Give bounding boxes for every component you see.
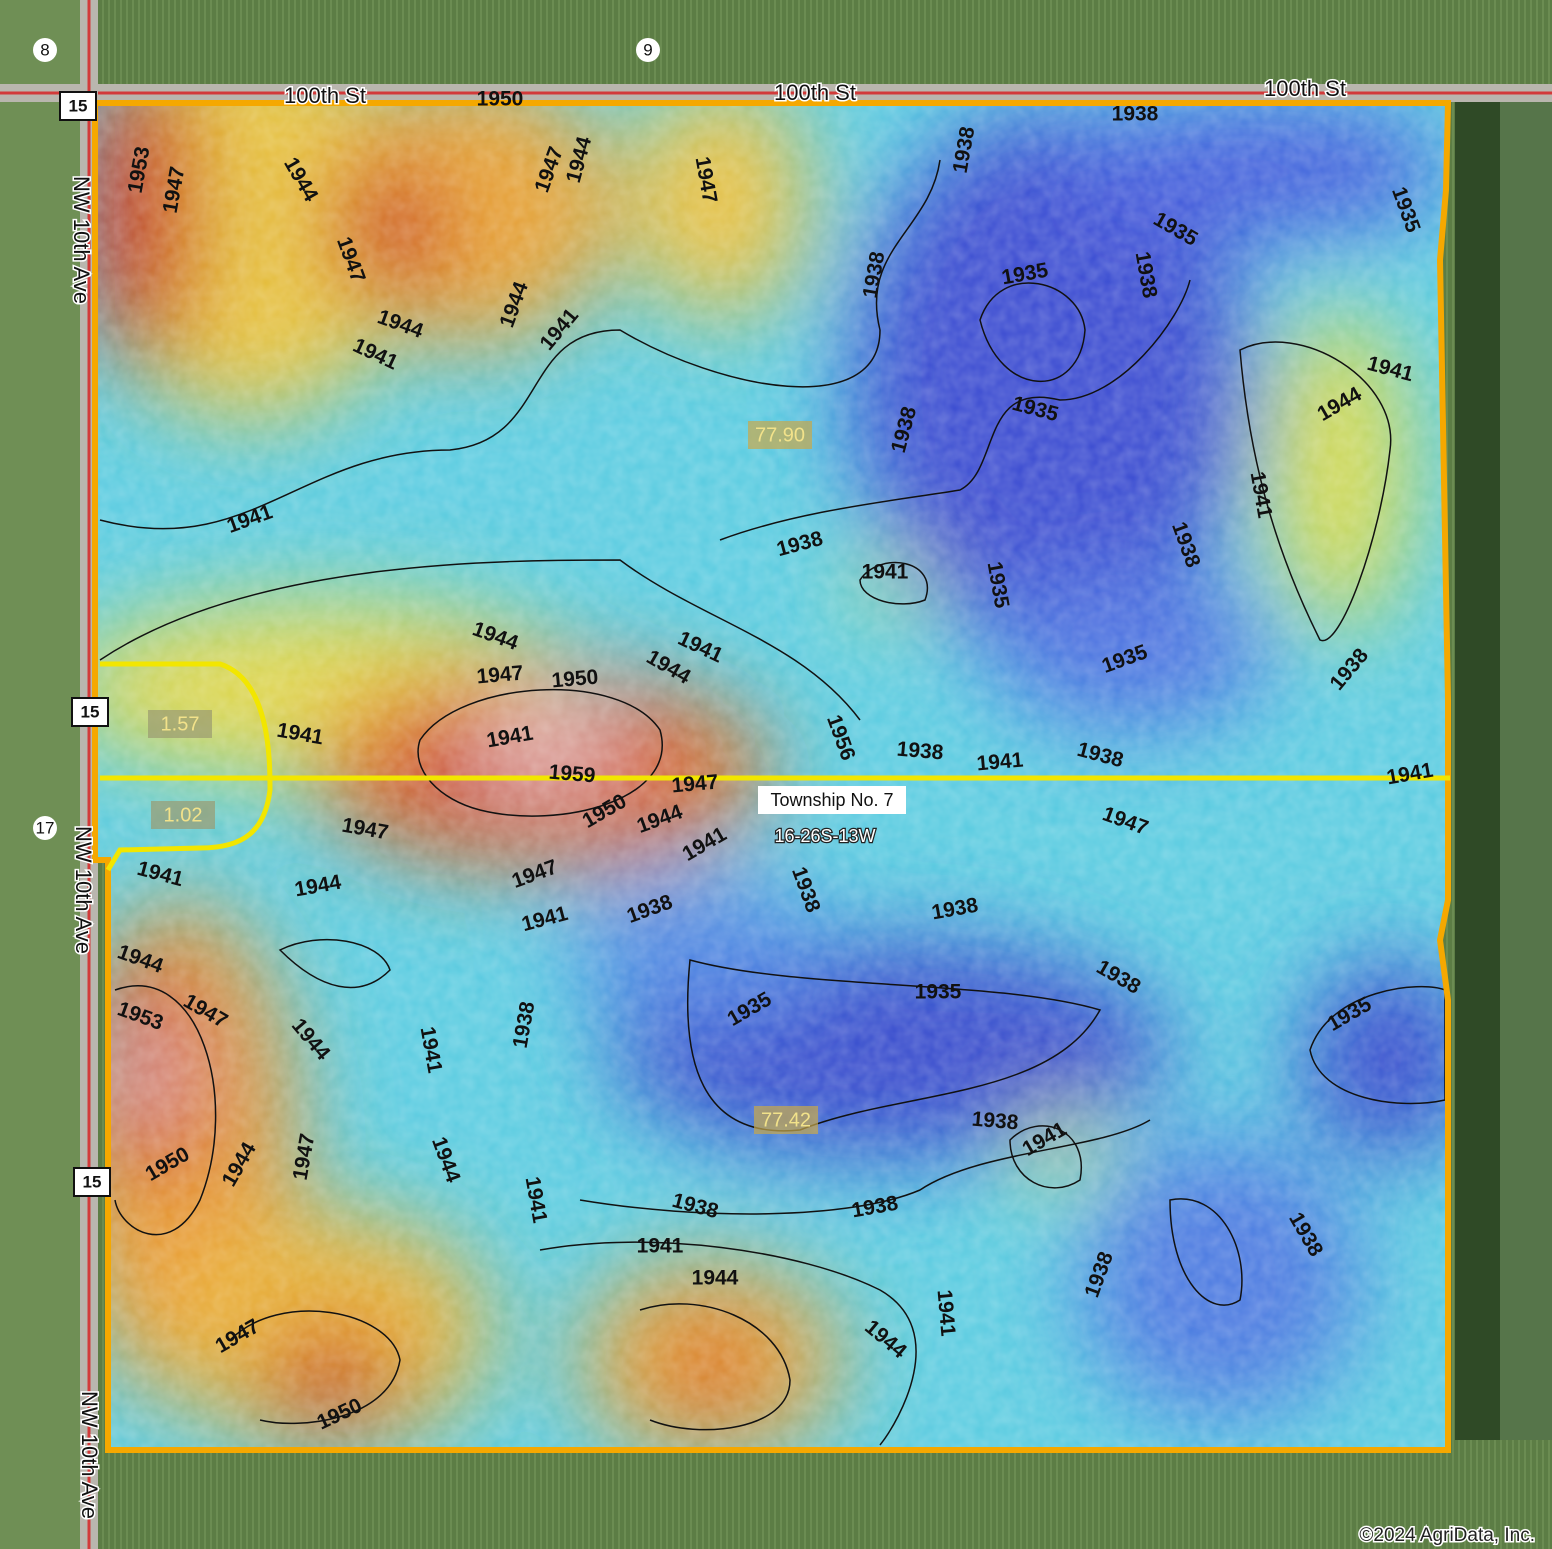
contour-label: 1950 <box>551 666 600 693</box>
route-shield <box>73 1167 111 1197</box>
elevation-surface <box>95 103 1448 1450</box>
contour-label: 1941 <box>976 749 1025 776</box>
acreage-label: 1.57 <box>161 713 200 735</box>
contour-label: 1950 <box>477 88 524 111</box>
acreage-label: 77.90 <box>755 424 805 446</box>
township-label: Township No. 7 <box>770 790 893 810</box>
overlay: 8 9 17 100th St 100th St 100th St NW 10th Ave N… <box>33 38 1537 1548</box>
road-label: 100th St <box>284 83 366 108</box>
section-marker <box>33 816 57 840</box>
township-box <box>758 786 906 814</box>
acreage-label: 1.02 <box>164 804 203 826</box>
contour-label: 1941 <box>862 561 909 584</box>
section-number: 8 <box>40 40 49 59</box>
west-field <box>0 0 80 1549</box>
route-number: 15 <box>83 1172 102 1191</box>
road-label: 100th St <box>1264 76 1346 101</box>
acreage-box <box>748 421 812 449</box>
contour-label: 1935 <box>915 981 962 1004</box>
road-label: 100th St <box>774 80 856 105</box>
route-shield <box>59 91 97 121</box>
road-label: NW 10th Ave <box>77 1391 102 1519</box>
route-number: 15 <box>69 96 88 115</box>
contour-label: 1959 <box>548 761 597 788</box>
section-marker <box>33 38 57 62</box>
contour-label: 1941 <box>637 1235 684 1258</box>
contour-label: 1944 <box>692 1267 739 1290</box>
contour-lines <box>99 159 1446 1446</box>
road-label: NW 10th Ave <box>69 176 94 304</box>
acreage-label: 77.42 <box>761 1109 811 1131</box>
contour-label: 1938 <box>1112 103 1159 126</box>
subfield-boundary <box>100 661 273 872</box>
route-number: 15 <box>81 702 100 721</box>
copyright: ©2024 AgriData, Inc. <box>1359 1525 1535 1546</box>
acreage-box <box>151 801 215 829</box>
contour-label: 1947 <box>476 662 525 689</box>
legal-description: 16-26S-13W <box>774 826 875 846</box>
acreage-box <box>754 1106 818 1134</box>
contour-label: 1941 <box>932 1289 959 1338</box>
field-boundary <box>92 100 1452 1453</box>
contour-label: 1947 <box>671 771 720 798</box>
section-number: 17 <box>36 818 55 837</box>
east-field <box>1500 100 1552 1440</box>
contour-label: 1938 <box>896 738 945 765</box>
road-label: NW 10th Ave <box>71 826 96 954</box>
section-number: 9 <box>643 40 652 59</box>
acreage-box <box>148 710 212 738</box>
route-shield <box>71 697 109 727</box>
contour-label: 1938 <box>971 1108 1020 1135</box>
section-marker <box>636 38 660 62</box>
